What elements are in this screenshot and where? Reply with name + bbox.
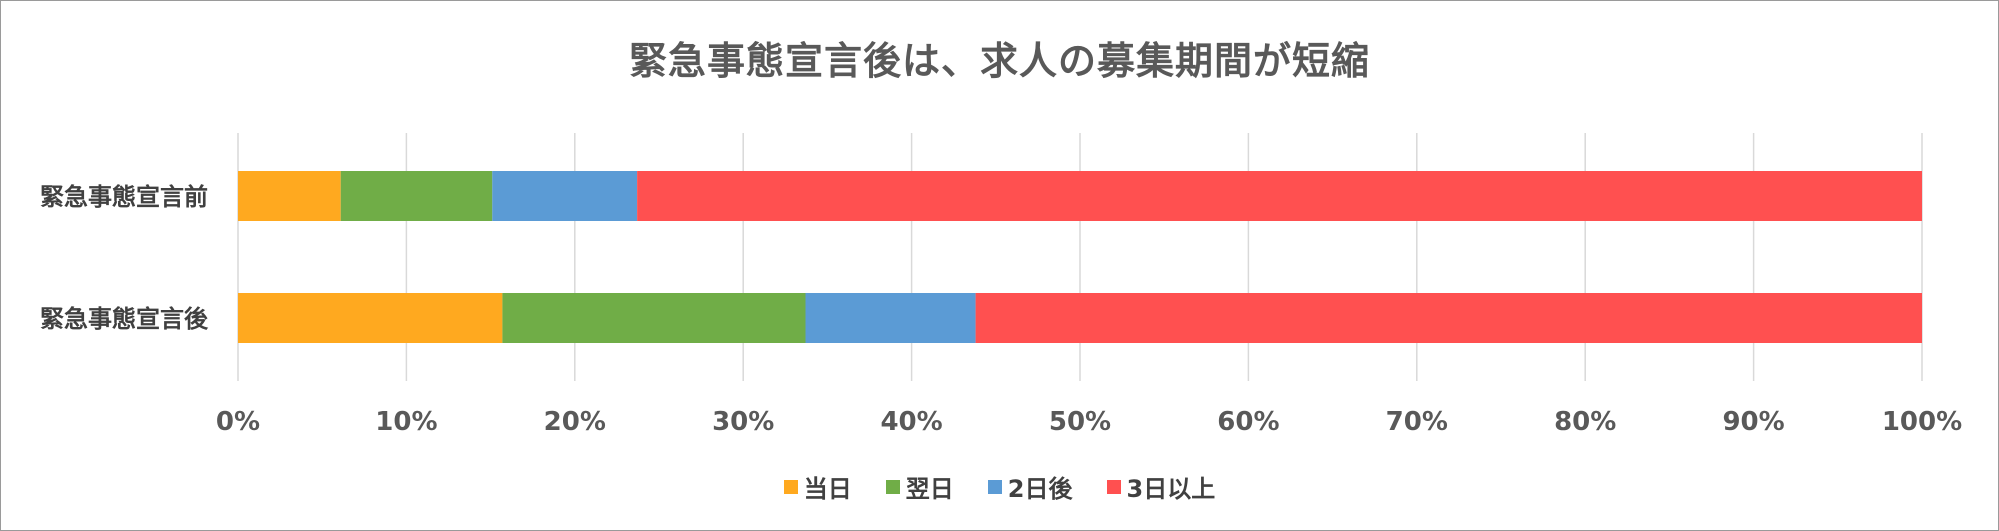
x-tick-label: 40% xyxy=(880,407,942,437)
x-tick-label: 30% xyxy=(712,407,774,437)
bar-segment xyxy=(340,171,493,221)
category-label: 緊急事態宣言前 xyxy=(40,183,208,211)
bar-segment xyxy=(492,171,638,221)
bar-group xyxy=(238,171,1923,343)
legend-swatch xyxy=(987,479,1002,494)
bar-segment xyxy=(238,171,341,221)
bar-segment xyxy=(502,293,806,343)
x-tick-labels: 0% 10% 20% 30% 40% 50% 60% 70% 80% 90% 100% xyxy=(216,407,1962,437)
bar-segment xyxy=(238,293,503,343)
legend: 当日 翌日 2日後 3日以上 xyxy=(0,469,1999,504)
chart-title: 緊急事態宣言後は、求人の募集期間が短縮 xyxy=(628,39,1370,83)
bar-segment xyxy=(975,293,1922,343)
legend-item: 当日 xyxy=(783,469,852,504)
bar-segment xyxy=(805,293,976,343)
legend-swatch xyxy=(783,479,798,494)
legend-label: 当日 xyxy=(803,475,852,503)
legend-label: 3日以上 xyxy=(1126,475,1216,503)
category-label: 緊急事態宣言後 xyxy=(40,305,209,333)
legend-item: 2日後 xyxy=(987,469,1073,504)
x-tick-label: 50% xyxy=(1049,407,1111,437)
x-tick-label: 90% xyxy=(1722,407,1784,437)
legend-label: 翌日 xyxy=(905,475,954,503)
legend-swatch xyxy=(885,479,900,494)
grid-lines xyxy=(237,133,1923,381)
x-tick-label: 0% xyxy=(216,407,260,437)
x-tick-label: 20% xyxy=(544,407,606,437)
legend-label: 2日後 xyxy=(1007,475,1073,503)
bar-segment xyxy=(637,171,1923,221)
legend-swatch xyxy=(1106,479,1121,494)
x-tick-label: 80% xyxy=(1554,407,1616,437)
legend-item: 3日以上 xyxy=(1106,469,1216,504)
x-tick-label: 100% xyxy=(1882,407,1962,437)
x-tick-label: 70% xyxy=(1386,407,1448,437)
legend-item: 翌日 xyxy=(885,469,954,504)
x-tick-label: 60% xyxy=(1217,407,1279,437)
x-tick-label: 10% xyxy=(375,407,437,437)
